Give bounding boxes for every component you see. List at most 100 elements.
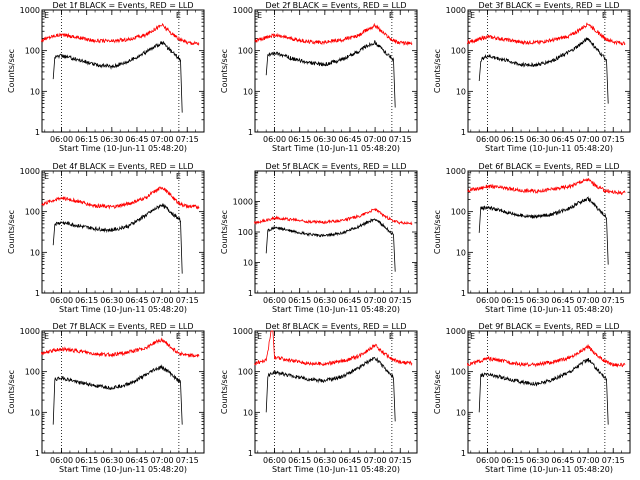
y-axis-label: Counts/sec	[433, 370, 442, 414]
x-tick-label: 06:30	[526, 456, 549, 465]
plot-frame	[467, 170, 631, 294]
y-tick-label: 1000	[233, 6, 253, 15]
y-tick-label: 100	[451, 47, 466, 56]
interval-marker-label: E	[176, 11, 181, 20]
y-tick-label: 10	[456, 248, 466, 257]
x-tick-label: 07:00	[364, 135, 387, 144]
y-axis-label: Counts/sec	[220, 370, 229, 414]
y-tick-label: 100	[451, 208, 466, 217]
x-tick-label: 06:30	[526, 135, 549, 144]
x-tick-label: 07:15	[389, 456, 412, 465]
x-tick-label: 06:45	[125, 296, 148, 305]
x-tick-label: 06:30	[100, 135, 123, 144]
events-series-line	[52, 364, 183, 425]
x-tick-label: 06:45	[551, 135, 574, 144]
y-tick-label: 1000	[20, 167, 40, 176]
y-tick-label: 1	[461, 289, 466, 298]
plot-frame	[254, 330, 418, 454]
x-tick-label: 07:00	[577, 135, 600, 144]
x-tick-label: 06:15	[288, 135, 311, 144]
plot-frame	[41, 330, 205, 454]
lld-series-line	[254, 330, 413, 367]
x-tick-label: 06:00	[476, 456, 499, 465]
chart-panel-2: Det 2f BLACK = Events, RED = LLD 1 10 100 10…	[220, 1, 418, 153]
x-tick-label: 06:45	[338, 135, 361, 144]
y-tick-label: 1	[35, 449, 40, 458]
y-tick-label: 1000	[446, 6, 466, 15]
y-tick-label: 10	[30, 248, 40, 257]
y-tick-label: 1000	[446, 167, 466, 176]
x-tick-label: 07:15	[176, 135, 199, 144]
y-axis-label: Counts/sec	[433, 49, 442, 93]
y-tick-label: 1	[461, 449, 466, 458]
x-tick-label: 06:15	[288, 456, 311, 465]
x-tick-label: 07:15	[176, 296, 199, 305]
x-tick-label: 06:45	[551, 296, 574, 305]
events-series-line	[265, 356, 396, 422]
x-tick-label: 07:00	[364, 456, 387, 465]
x-tick-label: 06:00	[476, 135, 499, 144]
x-tick-label: 06:00	[263, 456, 286, 465]
x-tick-label: 06:00	[50, 456, 73, 465]
chart-panel-9: Det 9f BLACK = Events, RED = LLD 1 10 100 10…	[433, 322, 631, 474]
x-tick-label: 06:15	[501, 135, 524, 144]
y-tick-label: 1	[248, 449, 253, 458]
x-tick-label: 06:30	[313, 296, 336, 305]
x-tick-label: 07:15	[176, 456, 199, 465]
x-tick-label: 06:45	[551, 456, 574, 465]
interval-marker-label: E	[602, 332, 607, 341]
interval-marker-label: E	[602, 11, 607, 20]
events-series-line	[52, 40, 183, 113]
y-tick-label: 10	[243, 87, 253, 96]
interval-marker-label: E	[44, 172, 49, 181]
x-tick-label: 06:30	[526, 296, 549, 305]
chart-panel-5: Det 5f BLACK = Events, RED = LLD 1 10 100 10…	[220, 162, 418, 314]
y-tick-label: 100	[25, 47, 40, 56]
y-tick-label: 1	[35, 289, 40, 298]
x-tick-label: 06:30	[100, 296, 123, 305]
y-axis-label: Counts/sec	[7, 49, 16, 93]
x-tick-label: 06:45	[338, 456, 361, 465]
y-tick-label: 10	[243, 259, 253, 268]
x-axis-label: Start Time (10-Jun-11 05:48:20)	[485, 305, 613, 314]
plot-frame	[467, 9, 631, 133]
interval-marker-label: E	[470, 332, 475, 341]
y-tick-label: 10	[456, 408, 466, 417]
x-tick-label: 06:15	[75, 135, 98, 144]
x-axis-label: Start Time (10-Jun-11 05:48:20)	[485, 465, 613, 474]
y-tick-label: 1	[248, 289, 253, 298]
x-tick-label: 06:45	[338, 296, 361, 305]
x-tick-label: 07:00	[577, 296, 600, 305]
y-tick-label: 100	[25, 368, 40, 377]
x-tick-label: 07:00	[151, 135, 174, 144]
x-axis-label: Start Time (10-Jun-11 05:48:20)	[272, 305, 400, 314]
chart-title: Det 8f BLACK = Events, RED = LLD	[265, 322, 406, 331]
x-axis-label: Start Time (10-Jun-11 05:48:20)	[59, 465, 187, 474]
y-axis-label: Counts/sec	[220, 49, 229, 93]
chart-title: Det 6f BLACK = Events, RED = LLD	[478, 162, 619, 171]
chart-panel-3: Det 3f BLACK = Events, RED = LLD 1 10 100 10…	[433, 1, 631, 153]
x-tick-label: 06:00	[476, 296, 499, 305]
plot-frame	[254, 170, 418, 294]
x-tick-label: 06:45	[125, 135, 148, 144]
interval-marker-label: E	[257, 332, 262, 341]
x-axis-label: Start Time (10-Jun-11 05:48:20)	[485, 144, 613, 153]
y-tick-label: 1	[35, 128, 40, 137]
interval-marker-label: E	[389, 11, 394, 20]
x-tick-label: 06:00	[50, 135, 73, 144]
x-axis-label: Start Time (10-Jun-11 05:48:20)	[272, 465, 400, 474]
x-tick-label: 06:45	[125, 456, 148, 465]
chart-panel-7: Det 7f BLACK = Events, RED = LLD 1 10 100 10…	[7, 322, 205, 474]
interval-marker-label: E	[176, 332, 181, 341]
plot-frame	[41, 170, 205, 294]
interval-marker-label: E	[470, 11, 475, 20]
y-tick-label: 100	[451, 368, 466, 377]
interval-marker-label: E	[176, 172, 181, 181]
y-tick-label: 1000	[20, 327, 40, 336]
y-tick-label: 100	[238, 228, 253, 237]
x-tick-label: 06:00	[263, 296, 286, 305]
x-tick-label: 06:15	[75, 456, 98, 465]
chart-title: Det 9f BLACK = Events, RED = LLD	[478, 322, 619, 331]
lld-series-line	[41, 22, 200, 47]
